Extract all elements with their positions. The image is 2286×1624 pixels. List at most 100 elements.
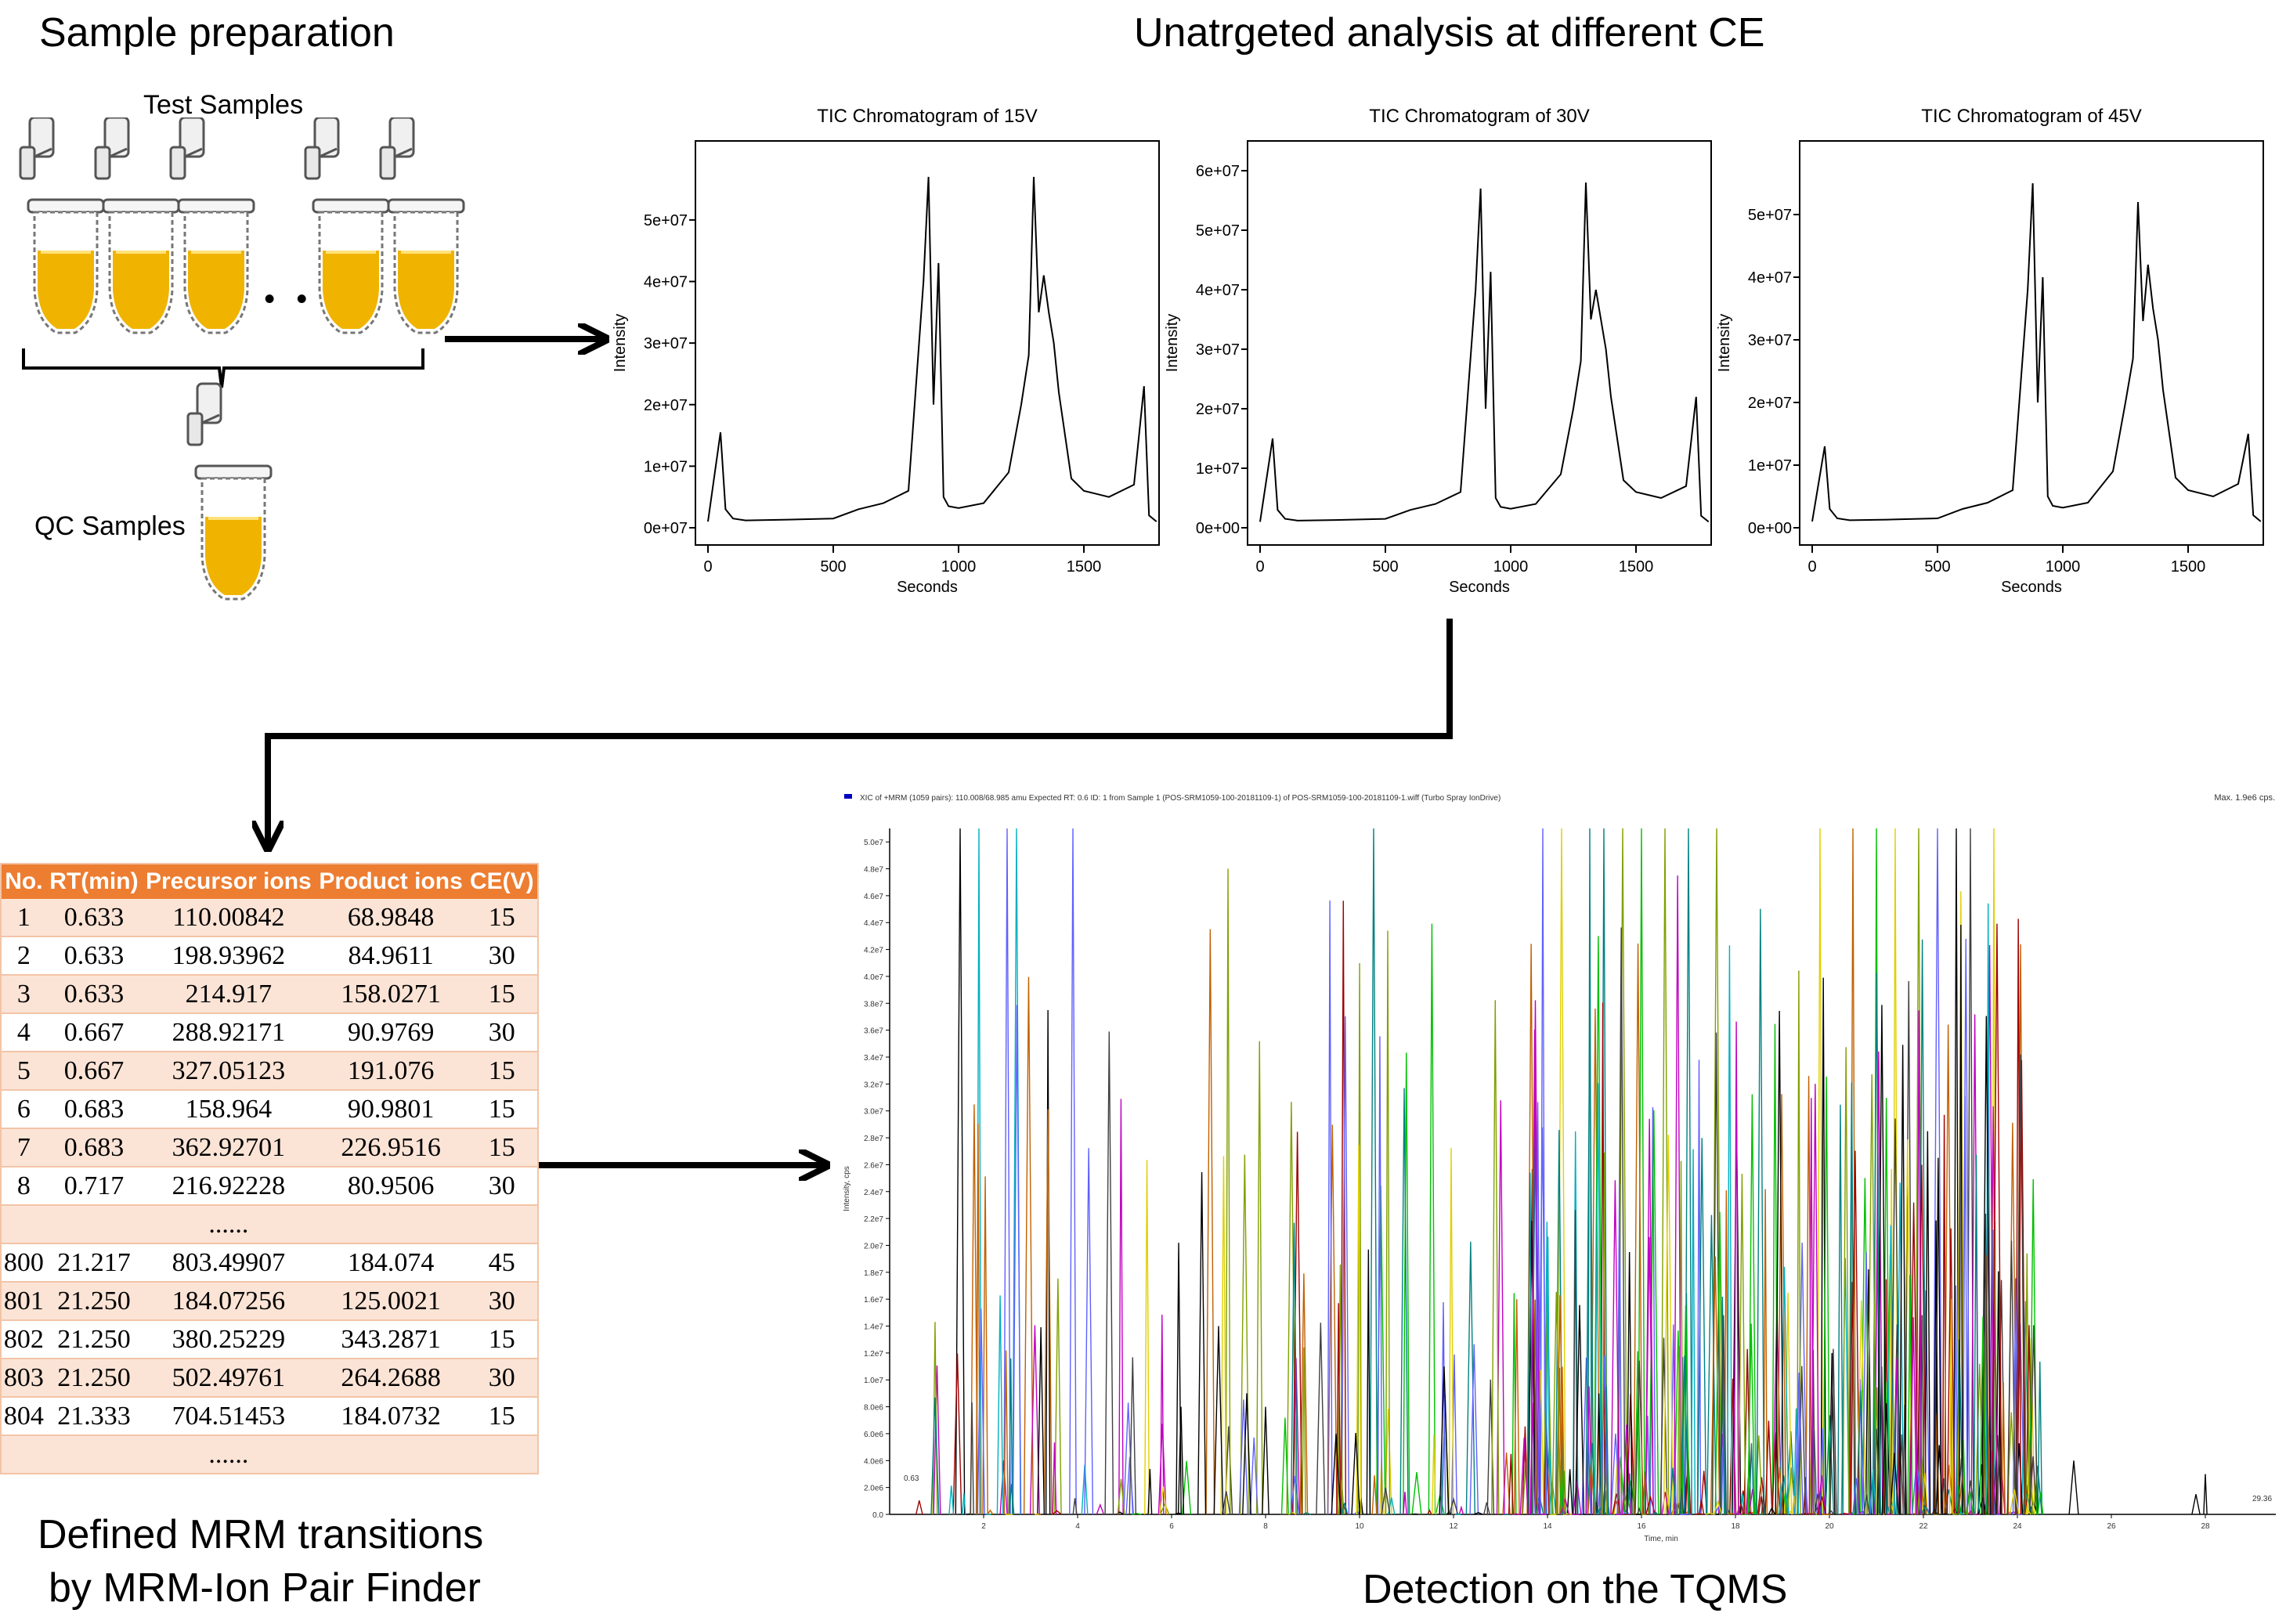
qc-samples-label: QC Samples [34, 511, 186, 541]
table-cell: 0.683 [45, 1128, 143, 1167]
xic-peak [955, 828, 966, 1515]
xic-peak [1691, 1149, 1696, 1515]
peak-annotation: 0.63 [904, 1474, 919, 1483]
xic-peak [1341, 1503, 1349, 1515]
tic-chart-45v: TIC Chromatogram of 45V 0e+00 1e+07 2e+07 3e… [1716, 106, 2264, 596]
x-axis-label: Time, min [1644, 1535, 1678, 1543]
sample-tubes-illustration [19, 117, 465, 601]
xic-peak [1959, 925, 1963, 1515]
test-samples-label: Test Samples [143, 90, 304, 120]
xic-peak [1534, 1102, 1541, 1515]
y-tick-label: 4e+07 [1748, 269, 1792, 287]
x-tick-label: 14 [1543, 1522, 1552, 1531]
table-cell: 0.667 [45, 1052, 143, 1091]
xic-peak [1808, 1098, 1815, 1515]
xic-peak [1240, 1154, 1250, 1515]
tqms-title: Detection on the TQMS [1363, 1567, 1788, 1612]
x-tick-label: 1000 [1493, 558, 1529, 576]
xic-peak [1825, 1415, 1835, 1515]
xic-peak [1924, 1131, 1931, 1515]
xic-peak [1612, 1500, 1620, 1515]
table-cell: 804 [1, 1397, 46, 1436]
xic-peak [1727, 945, 1732, 1515]
y-tick-label: 0.0 [872, 1511, 883, 1520]
xic-peak [1469, 1344, 1479, 1515]
xic-peak [1738, 1503, 1744, 1515]
table-cell: 21.333 [45, 1397, 143, 1436]
y-tick-label: 2.0e6 [864, 1485, 883, 1493]
xic-peak [1811, 1349, 1816, 1515]
xic-peak [2037, 1492, 2044, 1515]
y-tick-label: 3.4e7 [864, 1054, 883, 1063]
xic-peak [1915, 828, 1923, 1515]
x-tick-label: 0 [703, 558, 712, 576]
xic-peak [1302, 1512, 1312, 1515]
y-tick-label: 2e+07 [644, 397, 688, 414]
xic-peak [1889, 1169, 1894, 1515]
xic-peak [1491, 1000, 1500, 1515]
xic-peak [1948, 1298, 1954, 1515]
table-cell: 5 [1, 1052, 46, 1091]
x-tick-label: 24 [2013, 1522, 2022, 1531]
xic-peak [1023, 976, 1034, 1515]
y-axis-label: Intensity, cps [843, 1166, 851, 1211]
x-tick-label: 500 [820, 558, 846, 576]
table-cell [1, 1435, 46, 1474]
table-body: 1 0.633 110.00842 68.9848 15 2 0.633 198.93962 8… [1, 899, 538, 1474]
table-row: 1 0.633 110.00842 68.9848 15 [1, 899, 538, 937]
xic-peak [1764, 1420, 1773, 1515]
table-cell: 21.250 [45, 1320, 143, 1359]
y-axis-label: Intensity [1716, 314, 1733, 372]
xic-peak [915, 1500, 923, 1515]
xic-peak [1043, 1109, 1053, 1515]
xic-peak [1104, 1031, 1114, 1515]
xic-peak [1371, 1475, 1378, 1515]
xic-peak [1604, 1386, 1609, 1515]
tqms-xic-chart: XIC of +MRM (1059 pairs): 110.008/68.985… [843, 793, 2276, 1543]
xic-peak [1596, 1393, 1602, 1515]
sample-prep-title: Sample preparation [39, 10, 395, 56]
xic-peak [1559, 1366, 1566, 1515]
table-cell: 2 [1, 937, 46, 976]
xic-peak [948, 1485, 955, 1515]
y-tick-label: 1e+07 [644, 458, 688, 475]
y-tick-label: 5e+07 [1196, 222, 1240, 240]
xic-peak [1794, 1372, 1804, 1515]
xic-peak [1783, 1292, 1793, 1515]
table-cell: 110.00842 [142, 899, 316, 937]
x-tick-label: 12 [1449, 1522, 1458, 1531]
x-tick-label: 22 [1919, 1522, 1928, 1531]
xic-peak [1008, 1484, 1015, 1515]
x-tick-label: 0 [1807, 558, 1816, 576]
xic-peak [1530, 1000, 1540, 1515]
xic-peak [1513, 1299, 1520, 1515]
xic-peak [996, 1295, 1004, 1515]
xic-peak [1669, 1467, 1677, 1515]
y-tick-label: 1.0e7 [864, 1377, 883, 1385]
xic-peak [1638, 828, 1645, 1515]
xic-peak [1848, 1082, 1855, 1515]
x-tick-label: 26 [2107, 1522, 2116, 1531]
x-tick-label: 20 [1825, 1522, 1834, 1531]
xic-peak [1432, 1435, 1436, 1515]
xic-peak [1012, 1005, 1022, 1515]
table-cell [45, 1205, 143, 1244]
xic-peak [1160, 1315, 1165, 1515]
xic-peak [1458, 1505, 1464, 1515]
xic-peak [1711, 828, 1722, 1515]
xic-peak [1797, 1243, 1807, 1515]
mrm-title-line2: by MRM-Ion Pair Finder [49, 1565, 481, 1611]
xic-peak [1720, 1315, 1727, 1515]
xic-peak [1037, 1326, 1045, 1515]
xic-peak [2024, 1430, 2034, 1515]
xic-peak [1779, 1475, 1789, 1515]
xic-peak [2001, 1382, 2006, 1515]
xic-peak [1125, 1456, 1134, 1515]
xic-peak [987, 1509, 994, 1515]
xic-peak [1483, 1502, 1490, 1515]
table-cell: 327.05123 [142, 1052, 316, 1091]
xic-peak [1129, 1357, 1137, 1515]
xic-peak [932, 1322, 938, 1515]
xic-peak [1003, 1350, 1009, 1515]
y-tick-label: 1.8e7 [864, 1269, 883, 1278]
